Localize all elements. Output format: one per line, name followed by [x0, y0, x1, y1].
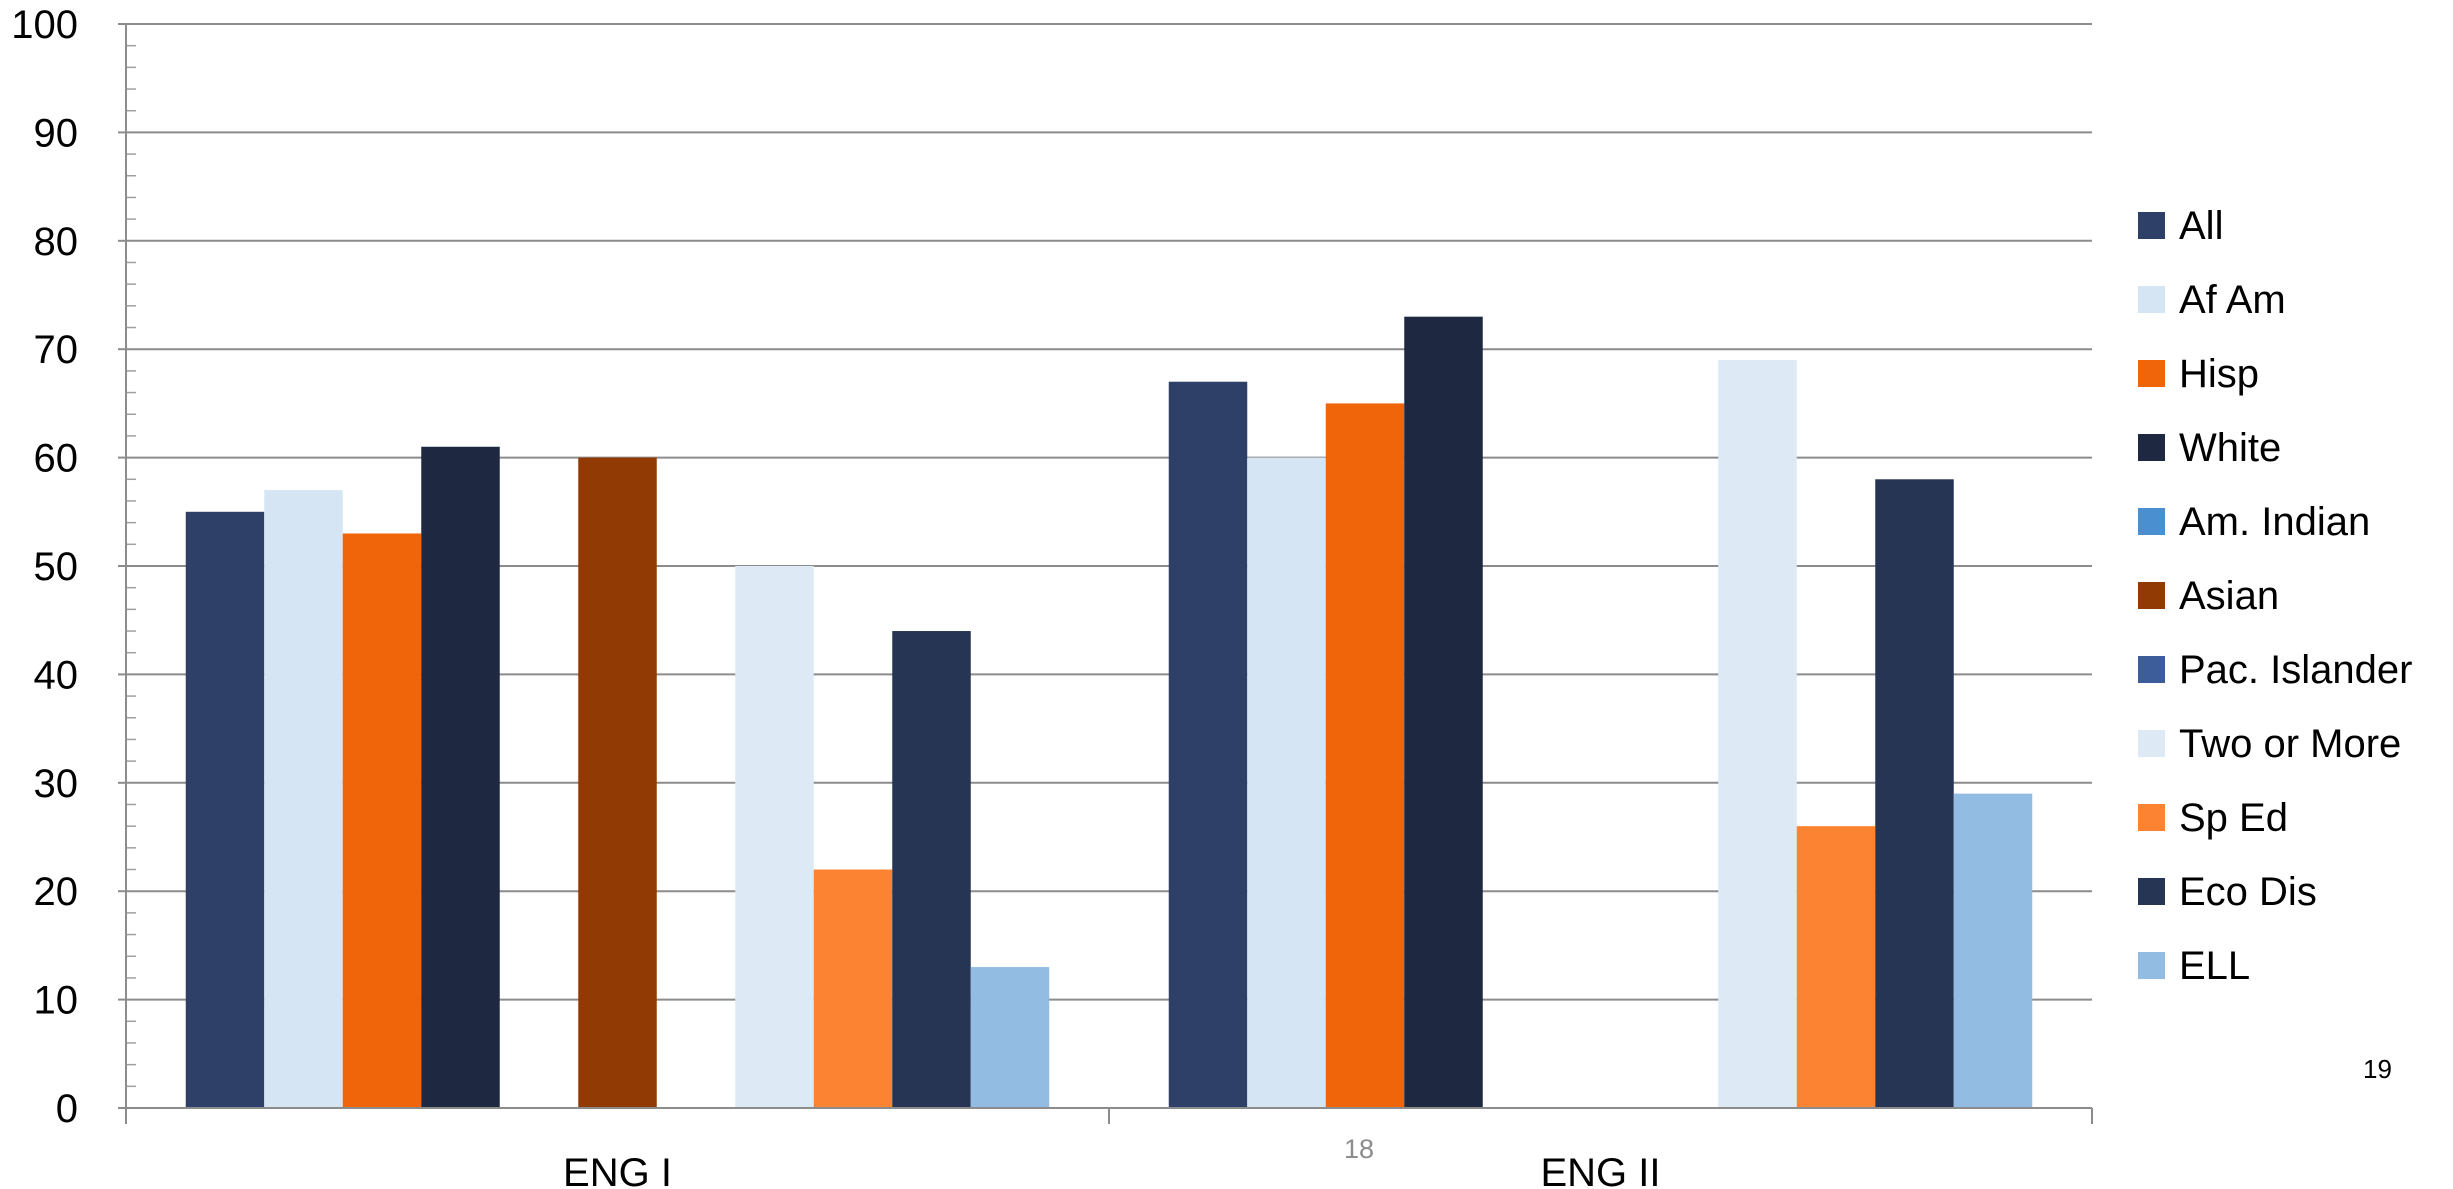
legend-swatch — [2138, 434, 2165, 461]
bar-eng-i-sp-ed — [813, 869, 893, 1108]
bar-eng-i-two-or-more — [735, 566, 814, 1108]
legend-label: Pac. Islander — [2179, 648, 2412, 692]
bar-eng-ii-af-am — [1247, 457, 1326, 1109]
y-tick-label: 90 — [34, 111, 79, 155]
bars — [185, 316, 2033, 1109]
x-category-label: ENG I — [563, 1151, 672, 1189]
legend-swatch — [2138, 212, 2165, 239]
legend-label: Sp Ed — [2179, 796, 2288, 840]
axes — [125, 24, 2093, 1124]
y-tick-label: 10 — [34, 979, 79, 1023]
y-tick-label: 30 — [34, 762, 79, 806]
legend-label: Two or More — [2179, 722, 2401, 766]
bar-eng-i-ell — [970, 967, 1050, 1108]
legend: All Af Am Hisp White Am. Indian Asian Pac. Isl… — [2138, 204, 2412, 988]
bar-eng-i-white — [421, 446, 500, 1108]
bar-eng-ii-hisp — [1325, 403, 1405, 1108]
slide-number-outer: 19 — [2363, 1054, 2392, 1084]
legend-label: Eco Dis — [2179, 870, 2317, 914]
legend-swatch — [2138, 878, 2165, 905]
bar-eng-ii-white — [1404, 316, 1483, 1108]
y-tick-label: 20 — [34, 870, 79, 914]
y-tick-label: 0 — [56, 1087, 78, 1131]
bar-eng-i-hisp — [342, 533, 422, 1108]
legend-label: Asian — [2179, 574, 2279, 618]
y-tick-label: 80 — [34, 220, 79, 264]
bar-eng-ii-sp-ed — [1796, 826, 1876, 1108]
bar-eng-ii-all — [1168, 381, 1248, 1109]
y-tick-label: 40 — [34, 653, 79, 697]
legend-label: Am. Indian — [2179, 500, 2370, 544]
legend-swatch — [2138, 804, 2165, 831]
legend-swatch — [2138, 286, 2165, 313]
bar-eng-i-af-am — [264, 490, 343, 1108]
legend-swatch — [2138, 360, 2165, 387]
bar-eng-ii-eco-dis — [1875, 479, 1954, 1108]
legend-swatch — [2138, 508, 2165, 535]
legend-swatch — [2138, 730, 2165, 757]
y-tick-label: 50 — [34, 545, 79, 589]
legend-swatch — [2138, 582, 2165, 609]
y-tick-label: 60 — [34, 437, 79, 481]
y-axis-ticks: 0 10 20 30 40 50 60 70 80 90 100 — [11, 3, 136, 1131]
x-category-label: ENG II — [1540, 1151, 1660, 1189]
bar-eng-ii-ell — [1953, 793, 2033, 1108]
bar-eng-ii-two-or-more — [1718, 360, 1797, 1108]
y-tick-label: 100 — [11, 3, 78, 47]
x-axis-labels: ENG I ENG II — [563, 1151, 1660, 1189]
legend-label: ELL — [2179, 944, 2250, 988]
slide-number-inner: 18 — [1344, 1134, 1375, 1164]
legend-label: All — [2179, 204, 2223, 248]
legend-label: White — [2179, 426, 2281, 470]
y-tick-label: 70 — [34, 328, 79, 372]
bar-eng-i-eco-dis — [892, 631, 971, 1108]
legend-swatch — [2138, 952, 2165, 979]
legend-label: Hisp — [2179, 352, 2259, 396]
bar-eng-i-all — [185, 511, 265, 1108]
legend-swatch — [2138, 656, 2165, 683]
legend-label: Af Am — [2179, 278, 2286, 322]
bar-eng-i-asian — [578, 457, 657, 1109]
